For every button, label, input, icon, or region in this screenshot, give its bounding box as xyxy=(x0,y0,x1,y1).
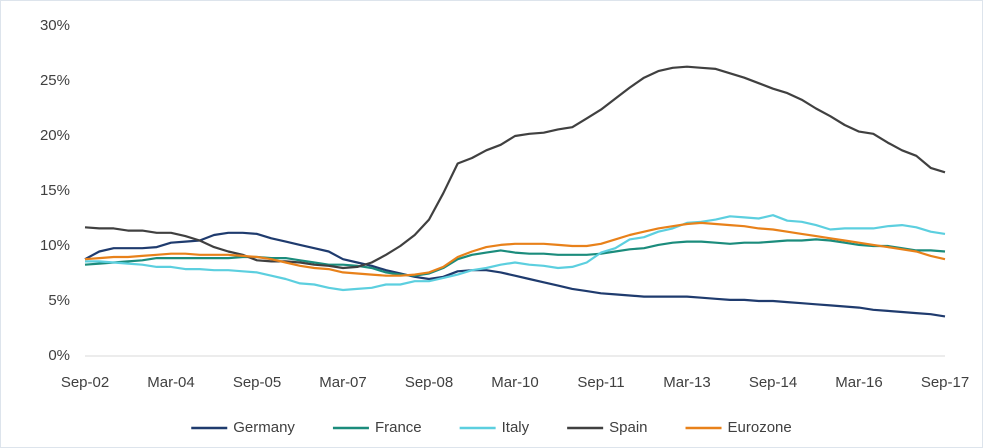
y-tick-label: 30% xyxy=(40,17,70,34)
x-tick-label: Mar-13 xyxy=(663,374,711,391)
x-tick-label: Mar-07 xyxy=(319,374,367,391)
x-tick-label: Sep-05 xyxy=(233,374,281,391)
x-tick-label: Sep-11 xyxy=(577,374,624,391)
legend-label: Italy xyxy=(502,419,530,436)
y-tick-label: 15% xyxy=(40,182,70,199)
legend-label: France xyxy=(375,419,422,436)
x-tick-label: Sep-02 xyxy=(61,374,109,391)
x-tick-label: Sep-14 xyxy=(749,374,797,391)
series-line xyxy=(84,65,946,270)
legend-label: Spain xyxy=(609,419,647,436)
x-tick-label: Sep-08 xyxy=(405,374,453,391)
x-tick-label: Sep-17 xyxy=(921,374,969,391)
y-tick-label: 20% xyxy=(40,127,70,144)
x-tick-label: Mar-16 xyxy=(835,374,883,391)
series-line xyxy=(84,231,946,318)
legend-label: Eurozone xyxy=(728,419,792,436)
x-tick-label: Mar-04 xyxy=(147,374,195,391)
x-tick-label: Mar-10 xyxy=(491,374,539,391)
series-line xyxy=(85,214,946,292)
y-tick-label: 5% xyxy=(48,292,70,309)
legend-label: Germany xyxy=(233,419,295,436)
y-tick-label: 10% xyxy=(40,237,70,254)
y-tick-label: 25% xyxy=(40,72,70,89)
series-line xyxy=(84,221,946,277)
series-line xyxy=(84,238,946,277)
y-tick-label: 0% xyxy=(48,347,70,364)
